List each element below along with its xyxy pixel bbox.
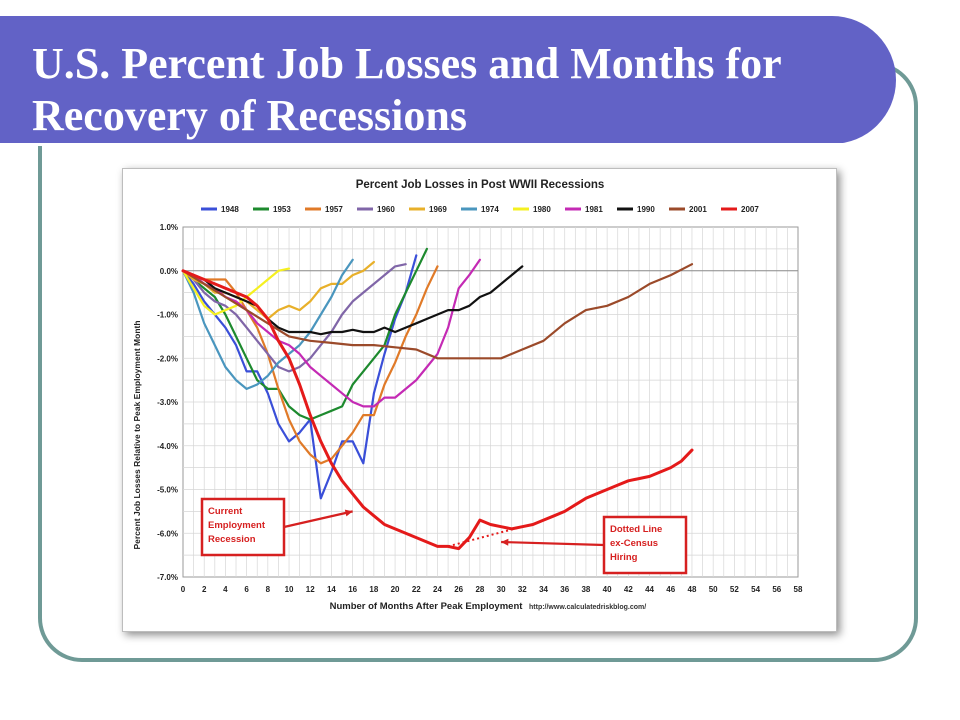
series-line-1974 [181, 258, 354, 390]
y-tick-label: -3.0% [157, 398, 178, 407]
annotation-text-dotted: Hiring [610, 552, 638, 563]
x-tick-label: 6 [244, 585, 249, 594]
y-tick-label: -6.0% [157, 529, 178, 538]
x-tick-label: 58 [794, 585, 803, 594]
legend-label-1981: 1981 [585, 205, 603, 214]
x-tick-label: 2 [202, 585, 207, 594]
x-tick-label: 40 [603, 585, 612, 594]
x-tick-label: 32 [518, 585, 527, 594]
x-tick-label: 24 [433, 585, 442, 594]
x-tick-label: 36 [560, 585, 569, 594]
annotation-arrowhead-dotted [501, 538, 509, 546]
chart-legend: 1948 1953 1957 1960 1969 1974 1980 1981 1990 2001… [201, 205, 759, 214]
x-tick-label: 26 [454, 585, 463, 594]
y-tick-label: -4.0% [157, 442, 178, 451]
x-tick-label: 16 [348, 585, 357, 594]
x-tick-label: 48 [688, 585, 697, 594]
line-chart: Percent Job Losses in Post WWII Recessio… [132, 179, 803, 612]
series-line-2001 [181, 263, 694, 360]
x-tick-label: 14 [327, 585, 336, 594]
annotation-arrow-current [283, 510, 353, 529]
legend-label-1948: 1948 [221, 205, 239, 214]
y-tick-label: 0.0% [160, 267, 178, 276]
x-axis-ticks: 0 2 4 6 8 10 12 14 16 18 20 22 24 26 28 30 32 34 36 38 40 42 4… [181, 585, 803, 594]
x-tick-label: 18 [369, 585, 378, 594]
x-tick-label: 28 [475, 585, 484, 594]
title-underline [0, 143, 848, 146]
annotation-text-current: Employment [208, 520, 266, 531]
annotation-box-dotted [602, 515, 688, 575]
series-line-1969 [181, 260, 375, 320]
annotation-arrow-dotted [501, 540, 605, 547]
x-tick-label: 22 [412, 585, 421, 594]
y-tick-label: -5.0% [157, 486, 178, 495]
series-group [181, 247, 694, 551]
annotation-text-dotted: Dotted Line [610, 524, 662, 535]
chart-image: Percent Job Losses in Post WWII Recessio… [122, 168, 837, 632]
annotation-arrowhead-current [344, 509, 353, 517]
x-tick-label: 52 [730, 585, 739, 594]
title-band: U.S. Percent Job Losses and Months for R… [0, 16, 896, 146]
annotation-text-current: Current [208, 506, 243, 517]
legend-label-2007: 2007 [741, 205, 759, 214]
legend-label-2001: 2001 [689, 205, 707, 214]
series-line-2007 [181, 269, 694, 551]
x-tick-label: 10 [285, 585, 294, 594]
x-tick-label: 42 [624, 585, 633, 594]
legend-label-1980: 1980 [533, 205, 551, 214]
x-tick-label: 8 [266, 585, 271, 594]
legend-label-1990: 1990 [637, 205, 655, 214]
x-axis-label: Number of Months After Peak Employment [330, 601, 524, 612]
chart-title: Percent Job Losses in Post WWII Recessio… [356, 179, 605, 191]
legend-label-1960: 1960 [377, 205, 395, 214]
series-line-1957 [181, 265, 439, 465]
y-tick-label: -7.0% [157, 573, 178, 582]
legend-label-1974: 1974 [481, 205, 499, 214]
x-tick-label: 34 [539, 585, 548, 594]
x-tick-label: 54 [751, 585, 760, 594]
x-tick-label: 50 [709, 585, 718, 594]
x-tick-label: 38 [581, 585, 590, 594]
y-axis-ticks: 1.0% 0.0% -1.0% -2.0% -3.0% -4.0% -5.0% -6.0% -7… [157, 223, 178, 582]
series-line-1990 [181, 265, 524, 336]
x-tick-label: 44 [645, 585, 654, 594]
x-tick-label: 20 [391, 585, 400, 594]
x-tick-label: 0 [181, 585, 186, 594]
slide-title: U.S. Percent Job Losses and Months for R… [32, 39, 781, 140]
x-tick-label: 30 [497, 585, 506, 594]
series-line-1948 [181, 254, 418, 500]
annotation-group: Current Employment Recession Dotted Line ex-… [200, 497, 688, 575]
x-tick-label: 12 [306, 585, 315, 594]
series-line-1981 [181, 258, 481, 408]
series-line-1980 [181, 267, 291, 316]
y-axis-label: Percent Job Losses Relative to Peak Empl… [132, 320, 142, 549]
y-tick-label: -2.0% [157, 354, 178, 363]
legend-label-1953: 1953 [273, 205, 291, 214]
source-url: http://www.calculatedriskblog.com/ [529, 604, 646, 611]
legend-label-1969: 1969 [429, 205, 447, 214]
x-tick-label: 46 [666, 585, 675, 594]
x-tick-label: 4 [223, 585, 228, 594]
annotation-box-current [200, 497, 286, 557]
y-tick-label: 1.0% [160, 223, 178, 232]
legend-label-1957: 1957 [325, 205, 343, 214]
annotation-text-current: Recession [208, 534, 256, 545]
x-tick-label: 56 [772, 585, 781, 594]
annotation-text-dotted: ex-Census [610, 538, 658, 549]
y-tick-label: -1.0% [157, 311, 178, 320]
